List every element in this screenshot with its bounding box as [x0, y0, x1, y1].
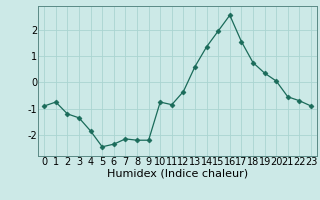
X-axis label: Humidex (Indice chaleur): Humidex (Indice chaleur)	[107, 169, 248, 179]
